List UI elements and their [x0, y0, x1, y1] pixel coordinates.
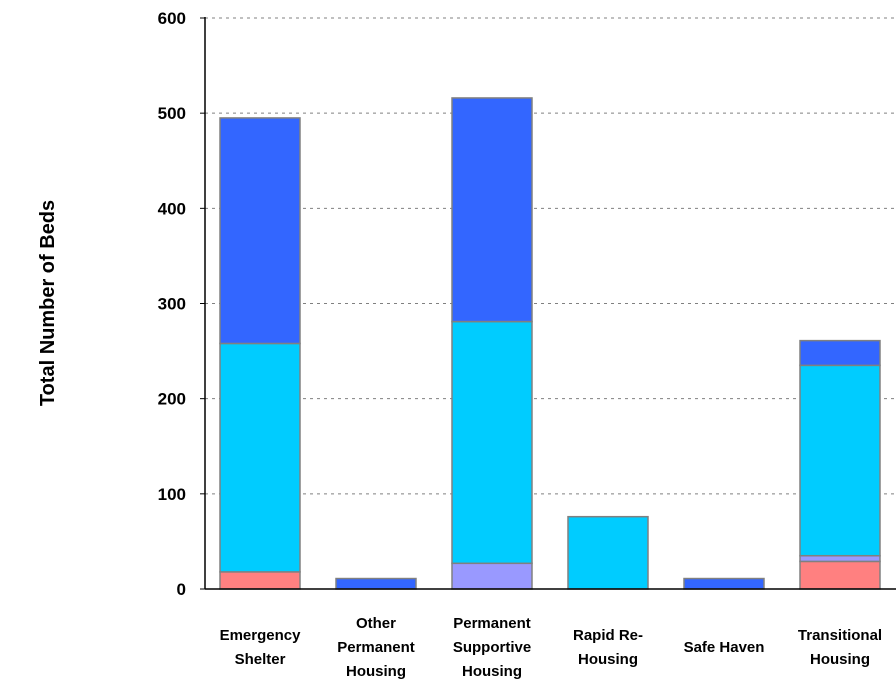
x-category-labels: Emergency Shelter Other Permanent Housing Per…: [220, 615, 883, 680]
x-category-label: Transitional Housing: [798, 627, 882, 668]
bar-segment: [219, 117, 301, 345]
bar-segment: [219, 571, 301, 590]
y-tick-label: 600: [158, 9, 186, 28]
bar-segment: [683, 577, 765, 590]
bar-segment: [799, 364, 881, 557]
bar-segment: [567, 515, 649, 590]
y-tick-label: 500: [158, 104, 186, 123]
x-category-label: Permanent Supportive Housing: [453, 615, 531, 680]
bar-segment: [335, 577, 417, 590]
x-category-label: Safe Haven: [684, 639, 765, 656]
bar-segment: [451, 562, 533, 590]
bar-segment: [451, 320, 533, 565]
bar-segment: [799, 339, 881, 367]
bars: [219, 97, 881, 590]
y-axis-title: Total Number of Beds: [37, 200, 59, 406]
bar-segment: [799, 554, 881, 563]
x-category-label: Rapid Re-Housing: [573, 627, 643, 668]
axes: [200, 17, 896, 590]
y-tick-label: 400: [158, 199, 186, 218]
y-tick-label: 200: [158, 390, 186, 409]
bar-segment: [219, 342, 301, 573]
bar-segment: [451, 97, 533, 323]
y-tick-label: 100: [158, 485, 186, 504]
gridlines: [205, 17, 896, 495]
x-category-label: Emergency Shelter: [220, 627, 302, 668]
y-tick-labels: 0 100 200 300 400 500 600: [158, 9, 186, 599]
y-tick-label: 0: [177, 580, 186, 599]
y-tick-label: 300: [158, 295, 186, 314]
bar-segment: [799, 560, 881, 590]
x-category-label: Other Permanent Housing: [337, 615, 415, 680]
